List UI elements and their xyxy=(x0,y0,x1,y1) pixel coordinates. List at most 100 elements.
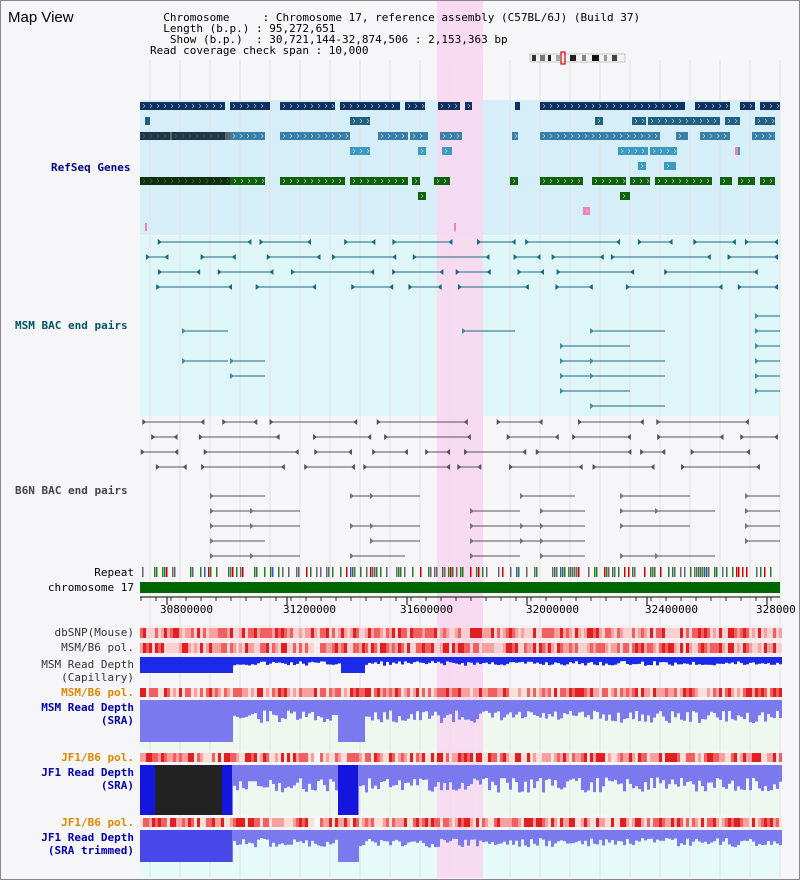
read-depth-bar xyxy=(620,765,623,784)
repeat-element xyxy=(738,567,740,577)
read-depth-bar xyxy=(353,700,356,742)
gene-glyph xyxy=(378,132,408,140)
heatmap-cell xyxy=(596,688,599,697)
bac-pair-end xyxy=(210,493,214,499)
heatmap-cell xyxy=(563,643,566,653)
read-depth-bar xyxy=(671,765,674,780)
track-label-msm-bac[interactable]: MSM BAC end pairs xyxy=(15,319,128,332)
read-depth-bar xyxy=(575,765,578,781)
heatmap-cell xyxy=(476,643,479,653)
track-label-jf1-depth-trimmed[interactable]: JF1 Read Depth xyxy=(41,831,134,844)
chromosome-ideogram[interactable] xyxy=(529,51,626,65)
read-depth-bar xyxy=(302,700,305,712)
heatmap-cell xyxy=(284,753,287,762)
chromosome-bar[interactable] xyxy=(140,582,780,593)
read-depth-bar xyxy=(512,765,515,779)
repeat-element xyxy=(398,567,400,577)
heatmap-cell xyxy=(401,818,404,827)
refseq-gene-glyphs[interactable] xyxy=(140,102,780,231)
track-label-dbsnp[interactable]: dbSNP(Mouse) xyxy=(54,626,134,639)
heatmap-cell xyxy=(653,753,656,762)
bac-pair-end xyxy=(196,269,201,275)
read-depth-bar xyxy=(188,657,191,673)
gene-strand-arrow xyxy=(191,103,195,109)
read-depth-bar xyxy=(539,765,542,779)
track-label-msm-depth-capillary[interactable]: MSM Read Depth xyxy=(41,658,134,671)
track-label-jf1-b6-pol-2[interactable]: JF1/B6 pol. xyxy=(61,816,134,829)
read-depth-bar xyxy=(530,657,533,662)
selection-highlight[interactable] xyxy=(437,0,483,878)
read-depth-bar xyxy=(269,700,272,712)
track-label-jf1-depth-sra[interactable]: JF1 Read Depth xyxy=(41,766,134,779)
heatmap-cell xyxy=(518,643,521,653)
heatmap-cell xyxy=(698,643,701,653)
heatmap-cell xyxy=(530,628,533,638)
read-depth-bar xyxy=(506,765,509,783)
track-label-chromosome[interactable]: chromosome 17 xyxy=(47,581,134,594)
heatmap-cell xyxy=(242,628,245,638)
heatmap-cell xyxy=(470,643,473,653)
heatmap-cell xyxy=(497,628,500,638)
gene-strand-arrow xyxy=(605,133,609,139)
read-depth-bar xyxy=(575,830,578,843)
read-depth-bar xyxy=(533,830,536,844)
read-depth-bar xyxy=(284,765,287,789)
track-label-b6n-bac[interactable]: B6N BAC end pairs xyxy=(15,484,128,497)
repeat-element xyxy=(470,567,472,577)
heatmap-cell xyxy=(401,753,404,762)
read-depth-bar xyxy=(464,765,467,790)
read-depth-bar xyxy=(329,765,332,780)
repeat-element xyxy=(632,567,634,577)
repeat-element xyxy=(742,567,744,577)
track-label-msm-b6-pol-2[interactable]: MSM/B6 pol. xyxy=(61,686,134,699)
heatmap-cell xyxy=(557,628,560,638)
heatmap-tracks[interactable] xyxy=(140,628,782,827)
track-label-repeat[interactable]: Repeat xyxy=(94,566,134,579)
msm-bac-pairs[interactable] xyxy=(146,239,780,409)
heatmap-cell xyxy=(554,818,557,827)
heatmap-cell xyxy=(188,643,191,653)
heatmap-cell xyxy=(182,643,185,653)
track-label-msm-depth-sra[interactable]: MSM Read Depth xyxy=(41,701,134,714)
track-label-jf1-depth-trimmed-sub: (SRA trimmed) xyxy=(47,844,134,857)
heatmap-cell xyxy=(368,818,371,827)
gene-strand-arrow xyxy=(170,103,174,109)
track-label-refseq[interactable]: RefSeq Genes xyxy=(51,161,131,174)
repeat-element xyxy=(428,567,430,577)
heatmap-cell xyxy=(686,643,689,653)
read-depth-bar xyxy=(428,700,431,719)
bac-pair-end xyxy=(639,419,644,425)
read-depth-bar xyxy=(698,830,701,842)
heatmap-cell xyxy=(260,753,263,762)
heatmap-cell xyxy=(314,628,317,638)
track-label-jf1-b6-pol[interactable]: JF1/B6 pol. xyxy=(61,751,134,764)
axis-tick-label: 32000000 xyxy=(526,603,579,616)
heatmap-cell xyxy=(689,643,692,653)
b6n-bac-pairs[interactable] xyxy=(140,419,780,559)
read-depth-bar xyxy=(647,657,650,665)
heatmap-cell xyxy=(386,643,389,653)
read-depth-bar xyxy=(158,657,161,673)
read-depth-bar xyxy=(686,765,689,782)
heatmap-cell xyxy=(332,753,335,762)
read-depth-bar xyxy=(419,700,422,721)
track-label-msm-b6-pol[interactable]: MSM/B6 pol. xyxy=(61,641,134,654)
heatmap-cell xyxy=(560,818,563,827)
heatmap-cell xyxy=(593,688,596,697)
read-depth-bar xyxy=(668,830,671,839)
heatmap-cell xyxy=(656,688,659,697)
gene-strand-arrow xyxy=(709,133,713,139)
repeat-element xyxy=(526,567,528,577)
repeat-element xyxy=(306,567,308,577)
heatmap-cell xyxy=(596,753,599,762)
bac-pair-end xyxy=(627,449,632,455)
heatmap-cell xyxy=(257,818,260,827)
read-depth-tracks[interactable] xyxy=(140,657,782,862)
heatmap-cell xyxy=(749,818,752,827)
heatmap-cell xyxy=(146,753,149,762)
heatmap-cell xyxy=(638,628,641,638)
gene-strand-arrow xyxy=(556,103,560,109)
repeat-track[interactable] xyxy=(142,567,772,577)
gene-strand-arrow xyxy=(401,178,405,184)
